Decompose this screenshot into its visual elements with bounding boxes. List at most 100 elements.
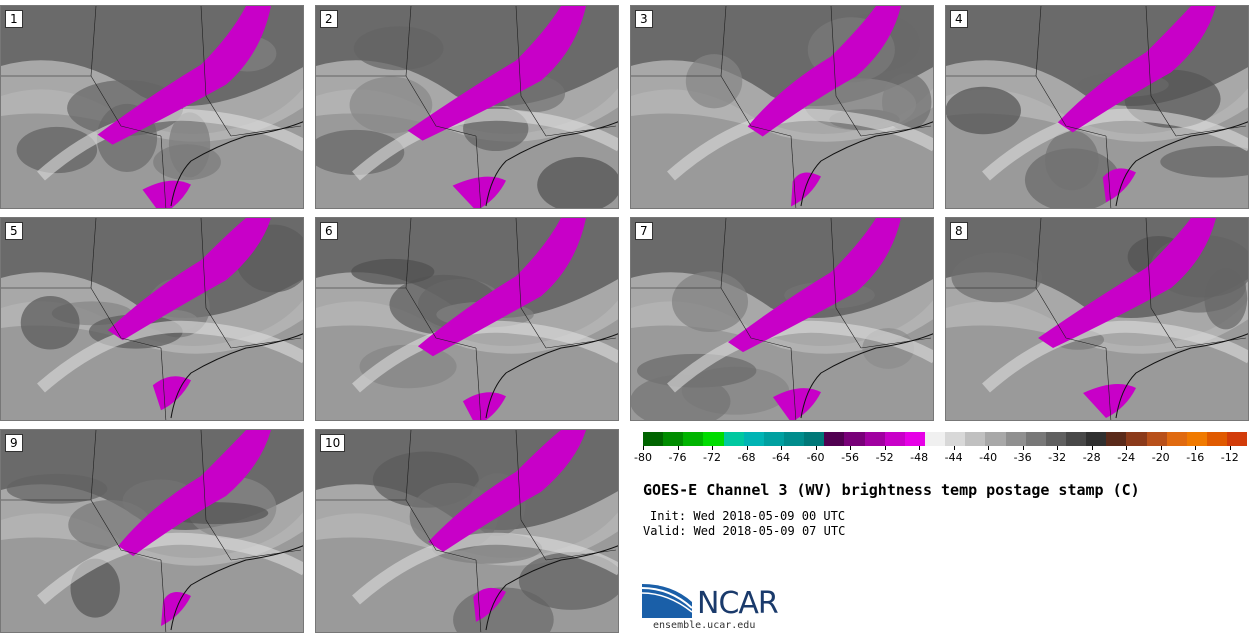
colorbar-tick-label: -80 (634, 451, 652, 464)
colorbar-ticks: -80 -76 -72 -68 -64 -60 -56 -52 -48 -44 -40 -36 -32 -… (634, 446, 1247, 466)
colorbar-swatch (1106, 432, 1127, 446)
init-time: Init: Wed 2018-05-09 00 UTC (650, 509, 846, 523)
colorbar-tick (815, 446, 817, 450)
panel-number: 6 (320, 222, 338, 240)
colorbar-tick (781, 446, 783, 450)
panel-number: 5 (5, 222, 23, 240)
colorbar-tick-label: -24 (1117, 451, 1136, 464)
colorbar-tick-label: -16 (1186, 451, 1205, 464)
colorbar-tick-label: -76 (668, 451, 687, 464)
map-image (946, 6, 1248, 208)
colorbar-swatch (884, 432, 905, 446)
colorbar-tick-label: -28 (1082, 451, 1101, 464)
colorbar-tick-label: -60 (806, 451, 825, 464)
colorbar-tick-label: -32 (1048, 451, 1067, 464)
colorbar-tick (712, 446, 714, 450)
colorbar-swatch (1166, 432, 1187, 446)
map-image (316, 6, 618, 208)
colorbar-swatch (783, 432, 805, 446)
panel-number: 7 (635, 222, 653, 240)
postage-stamp-panel: 2 (315, 5, 619, 209)
panel-number: 10 (320, 434, 346, 452)
colorbar-swatch (743, 432, 764, 446)
colorbar-tick (1022, 446, 1024, 450)
map-image (631, 218, 933, 420)
site-url: ensemble.ucar.edu (653, 620, 756, 631)
colorbar-tick-label: -20 (1151, 451, 1170, 464)
page-title: GOES-E Channel 3 (WV) brightness temp po… (643, 481, 1140, 499)
map-image (1, 218, 303, 420)
colorbar-swatch (1045, 432, 1066, 446)
colorbar-tick (1195, 446, 1197, 450)
map-image (316, 218, 618, 420)
colorbar-tick (1091, 446, 1093, 450)
map-image (1, 6, 303, 208)
map-image (1, 430, 303, 632)
colorbar-swatch (1065, 432, 1087, 446)
colorbar-tick-label: -68 (737, 451, 756, 464)
postage-stamp-panel: 4 (945, 5, 1249, 209)
colorbar-tick (677, 446, 679, 450)
colorbar-tick-label: -44 (944, 451, 963, 464)
colorbar-tick-label: -12 (1220, 451, 1239, 464)
map-image (631, 6, 933, 208)
colorbar-swatch (985, 432, 1006, 446)
panel-number: 3 (635, 10, 653, 28)
colorbar-tick (1160, 446, 1162, 450)
colorbar-swatch (1227, 432, 1248, 446)
colorbar-swatch (643, 432, 664, 446)
panel-number: 8 (950, 222, 968, 240)
colorbar-swatch (1005, 432, 1026, 446)
colorbar-tick (884, 446, 886, 450)
colorbar-swatch (1146, 432, 1167, 446)
colorbar-tick-label: -40 (979, 451, 998, 464)
colorbar-swatch (864, 432, 885, 446)
colorbar-tick (919, 446, 921, 450)
ncar-logo-text: NCAR (697, 586, 779, 621)
colorbar (643, 432, 1248, 446)
colorbar-swatch (824, 432, 845, 446)
colorbar-tick-label: -56 (841, 451, 860, 464)
postage-stamp-panel: 7 (630, 217, 934, 421)
colorbar-tick (643, 446, 644, 450)
colorbar-tick-label: -72 (703, 451, 721, 464)
colorbar-tick (988, 446, 990, 450)
colorbar-swatch (763, 432, 784, 446)
postage-stamp-panel: 1 (0, 5, 304, 209)
colorbar-tick (746, 446, 748, 450)
panel-number: 9 (5, 434, 23, 452)
colorbar-swatch (683, 432, 704, 446)
colorbar-swatch (945, 432, 966, 446)
colorbar-swatch (844, 432, 865, 446)
postage-stamp-panel: 8 (945, 217, 1249, 421)
colorbar-swatch (904, 432, 925, 446)
postage-stamp-panel: 10 (315, 429, 619, 633)
map-image (946, 218, 1248, 420)
ncar-logo-icon (642, 584, 693, 618)
colorbar-swatch (965, 432, 986, 446)
postage-stamp-panel: 5 (0, 217, 304, 421)
colorbar-tick (1229, 446, 1231, 450)
colorbar-tick-label: -48 (910, 451, 929, 464)
colorbar-swatch (804, 432, 825, 446)
colorbar-swatch (723, 432, 744, 446)
valid-time: Valid: Wed 2018-05-09 07 UTC (643, 524, 846, 538)
colorbar-tick (850, 446, 852, 450)
colorbar-tick-label: -64 (772, 451, 791, 464)
colorbar-tick-label: -52 (875, 451, 894, 464)
colorbar-tick (1057, 446, 1059, 450)
postage-stamp-panel: 3 (630, 5, 934, 209)
colorbar-swatch (703, 432, 724, 446)
colorbar-swatch (1186, 432, 1207, 446)
postage-stamp-panel: 9 (0, 429, 304, 633)
colorbar-swatch (1086, 432, 1107, 446)
map-image (316, 430, 618, 632)
colorbar-tick (953, 446, 955, 450)
colorbar-tick (1126, 446, 1128, 450)
panel-number: 1 (5, 10, 23, 28)
colorbar-swatch (1126, 432, 1147, 446)
colorbar-swatch (1025, 432, 1046, 446)
panel-number: 2 (320, 10, 338, 28)
colorbar-swatch (1206, 432, 1228, 446)
colorbar-swatch (663, 432, 684, 446)
